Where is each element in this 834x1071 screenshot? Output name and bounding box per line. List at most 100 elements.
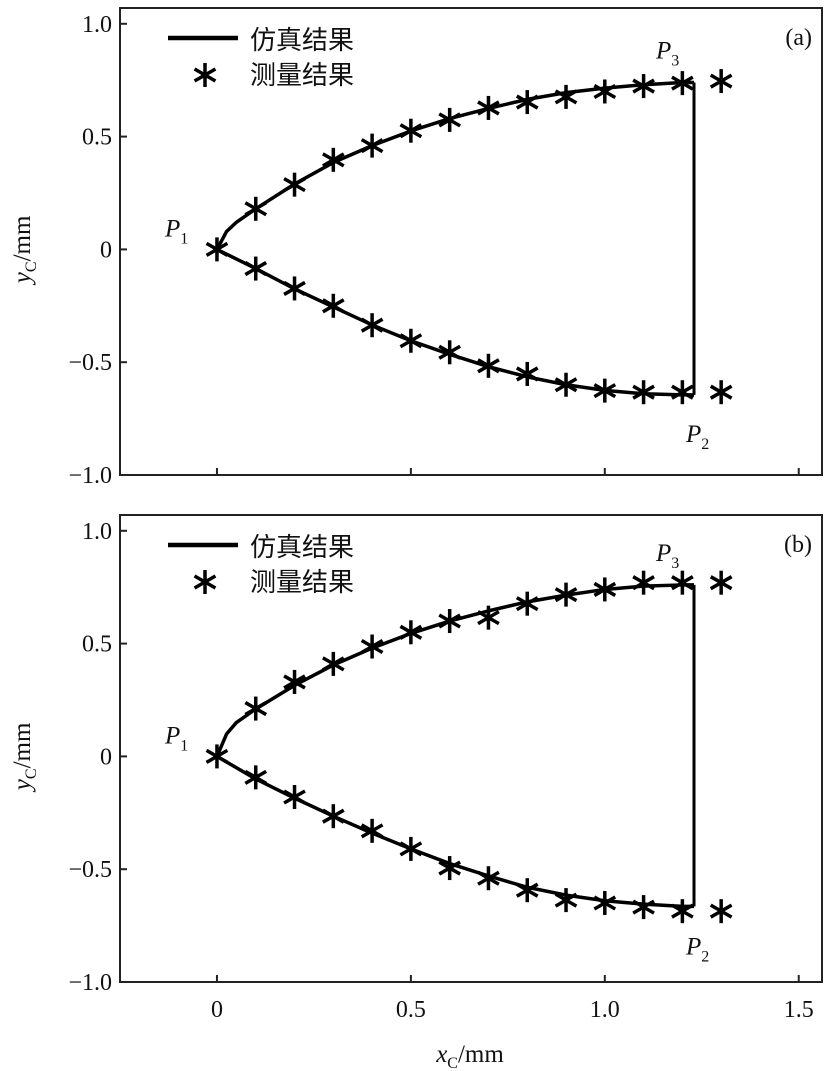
x-tick-label: 0.5 <box>396 997 426 1023</box>
point-label-main: P <box>164 722 180 749</box>
point-label-sub: 2 <box>701 948 709 965</box>
measurement-point-lower <box>671 899 694 924</box>
measurement-point-lower <box>438 340 461 365</box>
point-label-p1: P1 <box>164 215 188 247</box>
point-label-main: P <box>655 37 671 64</box>
measurement-marker-stroke <box>283 177 306 193</box>
y-axis-title-main: y <box>9 271 36 286</box>
y-axis-title-sub: C <box>23 261 40 272</box>
measurement-marker-stroke <box>438 344 461 360</box>
x-axis-title-main: x <box>435 1041 447 1068</box>
y-axis-title: yC/mm <box>9 722 40 793</box>
measurement-point-upper <box>477 95 500 120</box>
measurement-marker-stroke <box>554 892 578 908</box>
measurement-marker-stroke <box>709 575 733 591</box>
measurement-point-lower <box>360 313 384 338</box>
measurement-point-upper <box>593 79 617 104</box>
measurement-marker-stroke <box>554 89 578 105</box>
simulation-lower-line <box>216 754 695 909</box>
measurement-point-upper <box>438 609 461 634</box>
measurement-marker-stroke <box>322 298 345 314</box>
legend-measurement-label: 测量结果 <box>250 61 354 91</box>
y-axis-title-unit: /mm <box>9 215 36 261</box>
measurement-marker-stroke <box>709 73 733 89</box>
x-axis-title-sub: C <box>447 1055 458 1071</box>
y-axis-title: yC/mm <box>9 215 40 286</box>
point-label-p2: P2 <box>685 933 709 965</box>
y-tick-label: 0 <box>100 237 112 263</box>
point-label-sub: 1 <box>180 737 188 754</box>
x-axis-title-unit: /mm <box>458 1041 504 1068</box>
measurement-point-lower <box>360 818 384 843</box>
measurement-marker-stroke <box>399 624 423 640</box>
measurement-point-upper <box>360 133 384 158</box>
y-tick-label: −1.0 <box>68 970 112 996</box>
measurement-point-lower <box>399 328 423 353</box>
y-tick-label: 1.0 <box>82 519 112 545</box>
measurement-marker-stroke <box>477 870 500 886</box>
legend-simulation-label: 仿真结果 <box>250 533 354 563</box>
measurement-point-lower <box>515 361 539 386</box>
point-label-p3: P3 <box>655 37 679 69</box>
measurement-point-upper <box>477 605 500 630</box>
measurement-point-lower <box>709 899 733 924</box>
legend-measurement-marker <box>193 570 217 594</box>
measurement-point-upper <box>283 669 306 694</box>
measurement-marker-stroke <box>515 366 539 382</box>
y-tick-label: −0.5 <box>68 857 112 883</box>
y-tick-label: 0.5 <box>82 125 112 151</box>
measurement-marker-stroke <box>477 610 500 626</box>
x-tick-label: 1.0 <box>590 997 620 1023</box>
measurement-point-lower <box>554 888 578 913</box>
measurement-marker-stroke <box>322 152 345 168</box>
y-tick-label: 1.0 <box>82 12 112 38</box>
point-label-p1: P1 <box>164 722 188 754</box>
measurement-point-lower <box>554 372 578 397</box>
measurement-marker-stroke <box>671 903 694 919</box>
panel-label: (a) <box>785 25 812 51</box>
measurement-marker-stroke <box>283 280 306 296</box>
measurement-point-lower <box>593 891 617 916</box>
point-label-p2: P2 <box>685 421 709 453</box>
measurement-point-upper <box>322 651 345 676</box>
measurement-point-upper <box>709 69 733 94</box>
measurement-marker-stroke <box>399 123 423 139</box>
measurement-marker-stroke <box>438 112 461 128</box>
measurement-point-lower <box>322 804 345 829</box>
measurement-point-lower <box>671 380 694 405</box>
measurement-marker-stroke <box>593 383 617 399</box>
measurement-point-upper <box>515 90 539 115</box>
measurement-marker-stroke <box>554 377 578 393</box>
measurement-marker-stroke <box>438 613 461 629</box>
measurement-marker-stroke <box>193 67 217 83</box>
y-tick-label: 0 <box>100 744 112 770</box>
measurement-point-upper <box>205 237 229 262</box>
measurement-point-lower <box>244 256 268 281</box>
measurement-marker-stroke <box>593 83 617 99</box>
measurement-marker-stroke <box>632 384 655 400</box>
measurement-point-lower <box>477 866 500 891</box>
point-label-sub: 3 <box>671 555 679 572</box>
measurement-marker-stroke <box>399 333 423 349</box>
measurement-marker-stroke <box>283 674 306 690</box>
x-axis-title: xC/mm <box>435 1041 504 1071</box>
point-label-main: P <box>655 540 671 567</box>
measurement-marker-stroke <box>193 574 217 590</box>
x-tick-label: 0 <box>211 997 223 1023</box>
panel-label: (b) <box>784 532 812 558</box>
measurement-point-upper <box>399 118 423 143</box>
plot-frame <box>119 7 823 476</box>
point-label-sub: 1 <box>180 230 188 247</box>
measurement-marker-stroke <box>244 769 268 785</box>
measurement-marker-stroke <box>554 587 578 603</box>
point-label-sub: 3 <box>671 52 679 69</box>
measurement-point-lower <box>632 380 655 405</box>
y-tick-label: −1.0 <box>68 463 112 489</box>
measurement-marker-stroke <box>244 261 268 277</box>
measurement-marker-stroke <box>671 384 694 400</box>
measurement-point-lower <box>244 765 268 790</box>
measurement-marker-stroke <box>360 639 384 655</box>
measurement-point-upper <box>244 196 268 221</box>
